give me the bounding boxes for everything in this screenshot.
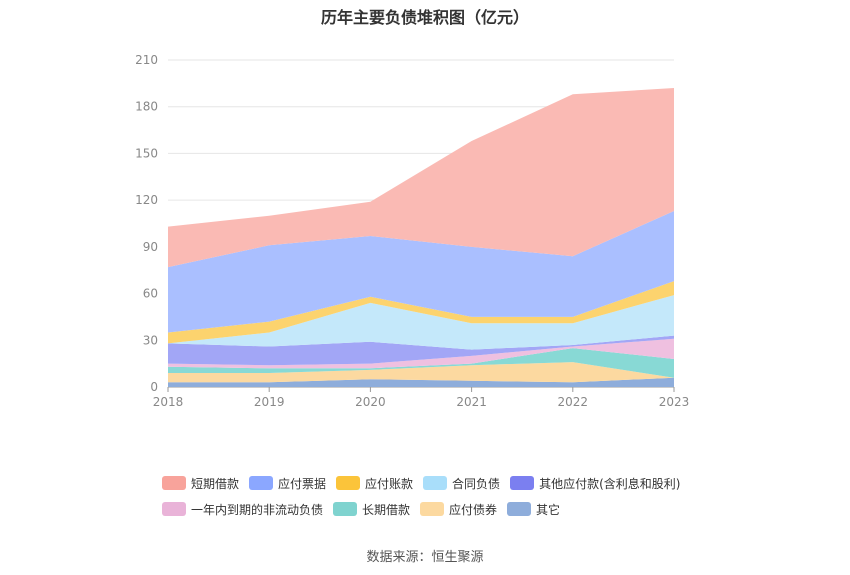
y-tick-label: 210 (135, 53, 158, 67)
y-tick-label: 30 (143, 333, 158, 347)
legend-swatch (420, 502, 445, 516)
legend-item[interactable]: 合同负债 (423, 475, 500, 492)
x-tick-label: 2019 (254, 395, 285, 409)
legend-item[interactable]: 应付债券 (420, 501, 497, 518)
area-短期借款 (168, 88, 674, 268)
legend-swatch (333, 502, 358, 516)
x-tick-label: 2018 (153, 395, 184, 409)
stacked-area-chart: 0 30 60 90 120 150 180 210 2018 2019 2020 2021 2022 2… (135, 53, 690, 409)
y-tick-label: 150 (135, 146, 158, 160)
legend-row: 短期借款 应付票据 应付账款 合同负债 其他应付款(含利息和股利) (162, 470, 722, 496)
legend-item[interactable]: 应付账款 (336, 475, 413, 492)
legend-item[interactable]: 其它 (507, 501, 560, 518)
legend-swatch (336, 476, 361, 490)
area-其它 (168, 377, 674, 387)
legend-swatch (423, 476, 448, 490)
chart-title: 历年主要负债堆积图（亿元） (320, 8, 529, 27)
x-tick-label: 2021 (456, 395, 487, 409)
legend-swatch (162, 476, 186, 490)
area-长期借款 (168, 348, 674, 378)
area-合同负债 (168, 295, 674, 350)
legend-item[interactable]: 其他应付款(含利息和股利) (510, 475, 680, 492)
x-tick-label: 2022 (558, 395, 589, 409)
legend-swatch (249, 476, 274, 490)
legend-label: 长期借款 (362, 502, 411, 517)
legend-swatch (162, 502, 186, 516)
legend-label: 其它 (536, 502, 561, 517)
y-tick-label: 180 (135, 100, 158, 114)
area-应付债券 (168, 362, 674, 383)
legend-item[interactable]: 长期借款 (333, 501, 410, 518)
legend-item[interactable]: 应付票据 (249, 475, 326, 492)
legend-label: 应付票据 (278, 476, 327, 491)
legend-label: 应付债券 (449, 502, 498, 517)
legend-item[interactable]: 一年内到期的非流动负债 (162, 501, 323, 518)
x-tick-label: 2020 (355, 395, 386, 409)
area-其他应付款(含利息和股利) (168, 335, 674, 366)
legend-label: 应付账款 (365, 476, 414, 491)
legend-label: 合同负债 (452, 476, 501, 491)
y-tick-label: 0 (150, 380, 158, 394)
legend-item[interactable]: 短期借款 (162, 475, 239, 492)
legend-label: 短期借款 (191, 476, 240, 491)
chart-legend: 短期借款 应付票据 应付账款 合同负债 其他应付款(含利息和股利) 一年内到期的非流动负债… (162, 470, 722, 522)
x-tick-label: 2023 (659, 395, 690, 409)
legend-swatch (507, 502, 532, 516)
legend-label: 其他应付款(含利息和股利) (539, 476, 681, 491)
y-tick-label: 60 (143, 287, 158, 301)
legend-row: 一年内到期的非流动负债 长期借款 应付债券 其它 (162, 496, 722, 522)
data-source-text: 数据来源：恒生聚源 (366, 550, 484, 565)
area-应付账款 (168, 281, 674, 344)
y-tick-label: 90 (143, 240, 158, 254)
y-tick-label: 120 (135, 193, 158, 207)
area-应付票据 (168, 211, 674, 333)
legend-label: 一年内到期的非流动负债 (191, 502, 324, 517)
area-一年内到期的非流动负债 (168, 338, 674, 369)
legend-swatch (510, 476, 535, 490)
